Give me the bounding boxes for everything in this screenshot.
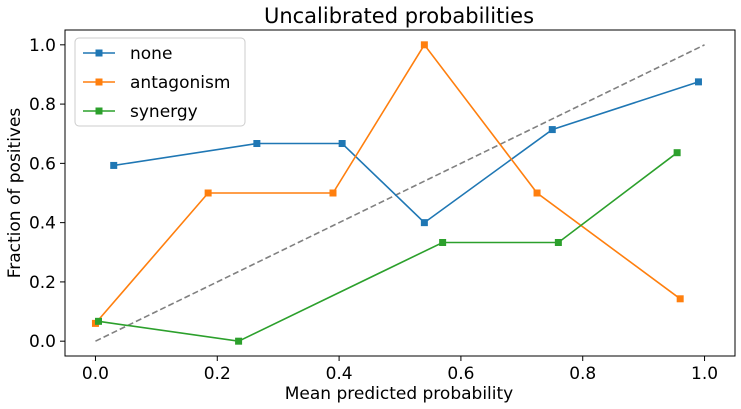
x-axis-label: Mean predicted probability <box>285 384 513 404</box>
data-point-none <box>694 78 702 86</box>
x-tick-label: 0.2 <box>204 364 231 384</box>
plot-frame <box>64 29 736 357</box>
x-tick-label: 0.6 <box>447 364 474 384</box>
axes: 0.0 0.2 0.4 0.6 0.8 1.0 0.0 0.2 0.4 0.6 0.8 1.0 <box>29 29 736 384</box>
y-tick-label: 0.8 <box>29 95 56 115</box>
legend-marker-antagonism <box>95 78 103 86</box>
data-point-synergy <box>439 238 447 246</box>
legend: none antagonism synergy <box>74 37 246 127</box>
data-point-antagonism <box>533 189 541 197</box>
data-point-antagonism <box>204 189 212 197</box>
plot-area <box>91 41 705 345</box>
x-tick-label: 1.0 <box>691 364 718 384</box>
reference-line <box>95 44 705 342</box>
x-tick-label: 0.0 <box>82 364 109 384</box>
data-point-synergy <box>673 149 681 157</box>
data-point-none <box>253 140 261 148</box>
data-point-antagonism <box>420 41 428 49</box>
data-point-none <box>548 126 556 134</box>
y-axis-label: Fraction of positives <box>5 108 25 279</box>
data-point-synergy <box>235 337 243 345</box>
series-line-antagonism <box>94 43 681 324</box>
legend-label-none: none <box>130 44 172 64</box>
legend-box <box>74 37 246 127</box>
legend-marker-none <box>95 49 103 57</box>
y-tick-label: 0.4 <box>29 214 56 234</box>
data-point-none <box>110 161 118 169</box>
data-point-none <box>420 219 428 227</box>
x-tick-label: 0.8 <box>569 364 596 384</box>
series-line-none <box>113 81 699 224</box>
y-tick-label: 0.6 <box>29 154 56 174</box>
y-tick-label: 0.0 <box>29 332 56 352</box>
y-tick-label: 0.2 <box>29 273 56 293</box>
legend-label-synergy: synergy <box>130 102 198 122</box>
chart-title: Uncalibrated probabilities <box>264 4 534 28</box>
x-tick-label: 0.4 <box>326 364 353 384</box>
legend-marker-synergy <box>95 107 103 115</box>
y-tick-label: 1.0 <box>29 36 56 56</box>
legend-label-antagonism: antagonism <box>130 73 230 93</box>
series-line-synergy <box>98 152 678 343</box>
data-point-antagonism <box>329 189 337 197</box>
data-point-antagonism <box>676 295 684 303</box>
data-point-synergy <box>554 238 562 246</box>
data-point-none <box>338 140 346 148</box>
data-point-synergy <box>95 317 102 325</box>
